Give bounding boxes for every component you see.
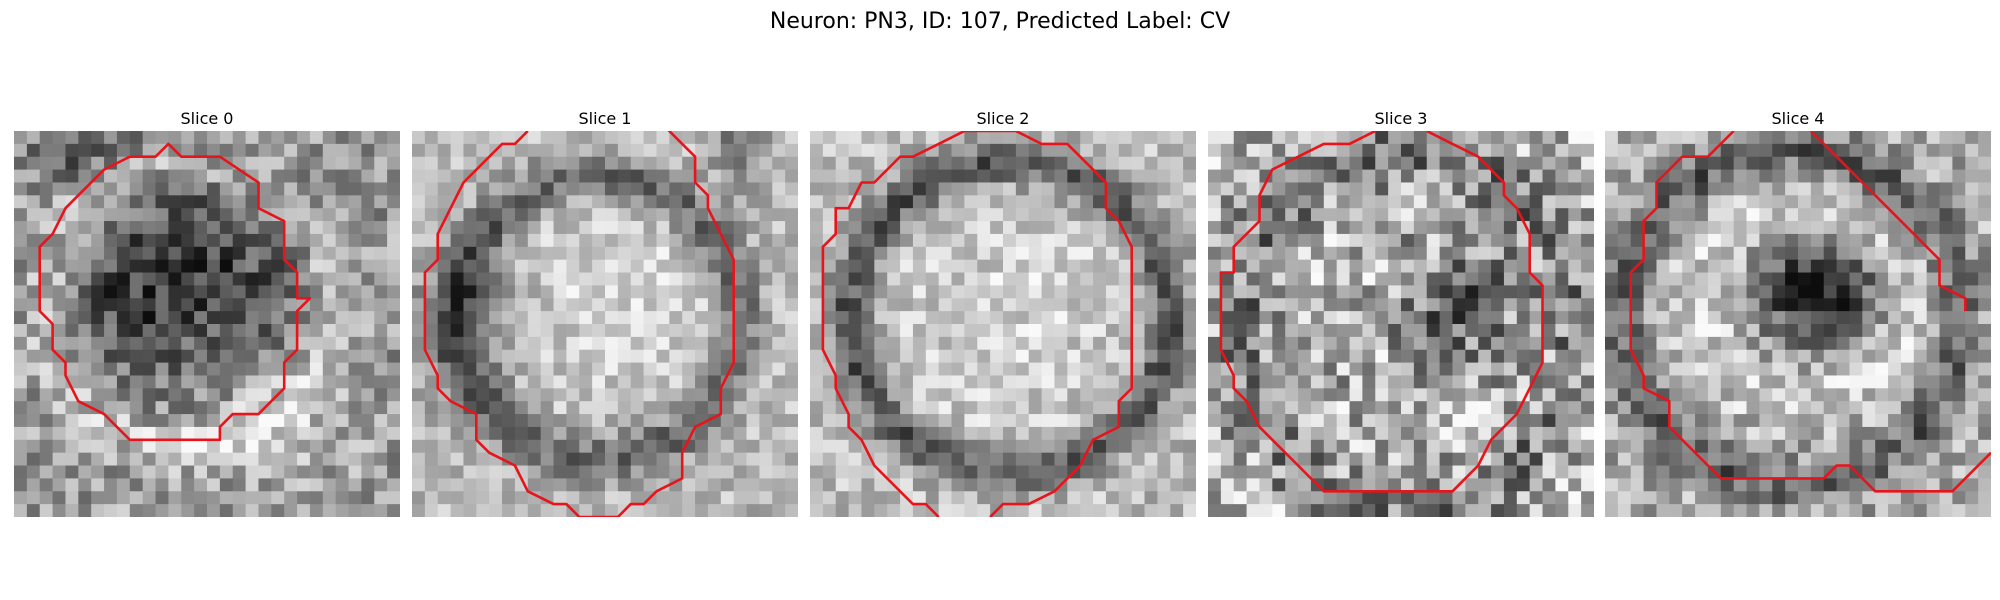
- contour-line-0: [38, 142, 312, 442]
- slice-panel-1: Slice 1: [412, 107, 798, 517]
- slice-panel-3: Slice 3: [1208, 107, 1594, 517]
- microscopy-pixels: [810, 131, 1196, 517]
- slice-panel-0: Slice 0: [14, 107, 400, 517]
- slice-svg-0: [14, 131, 400, 517]
- slice-image-2: [810, 131, 1196, 517]
- slice-image-3: [1208, 131, 1594, 517]
- slice-image-0: [14, 131, 400, 517]
- slice-panel-2: Slice 2: [810, 107, 1196, 517]
- microscopy-pixels: [14, 131, 400, 517]
- contour-line-1: [1809, 131, 1967, 312]
- slice-title-3: Slice 3: [1374, 109, 1428, 128]
- slice-panel-4: Slice 4: [1605, 107, 1991, 517]
- contour-line-0: [1219, 131, 1544, 493]
- slice-svg-2: [810, 131, 1196, 517]
- figure-title: Neuron: PN3, ID: 107, Predicted Label: C…: [769, 9, 1231, 34]
- contour-line-0: [821, 131, 1134, 517]
- slice-title-1: Slice 1: [578, 109, 632, 128]
- contour-line-0: [1629, 131, 1991, 493]
- slice-title-0: Slice 0: [180, 109, 234, 128]
- slice-svg-3: [1208, 131, 1594, 517]
- slice-svg-1: [412, 131, 798, 517]
- slice-image-4: [1605, 131, 1991, 517]
- microscopy-pixels: [412, 131, 798, 517]
- slice-title-2: Slice 2: [976, 109, 1030, 128]
- slice-title-4: Slice 4: [1771, 109, 1825, 128]
- slice-image-1: [412, 131, 798, 517]
- contour-line-0: [423, 131, 736, 517]
- microscopy-pixels: [1208, 131, 1594, 517]
- slice-svg-4: [1605, 131, 1991, 517]
- microscopy-pixels: [1605, 131, 1991, 517]
